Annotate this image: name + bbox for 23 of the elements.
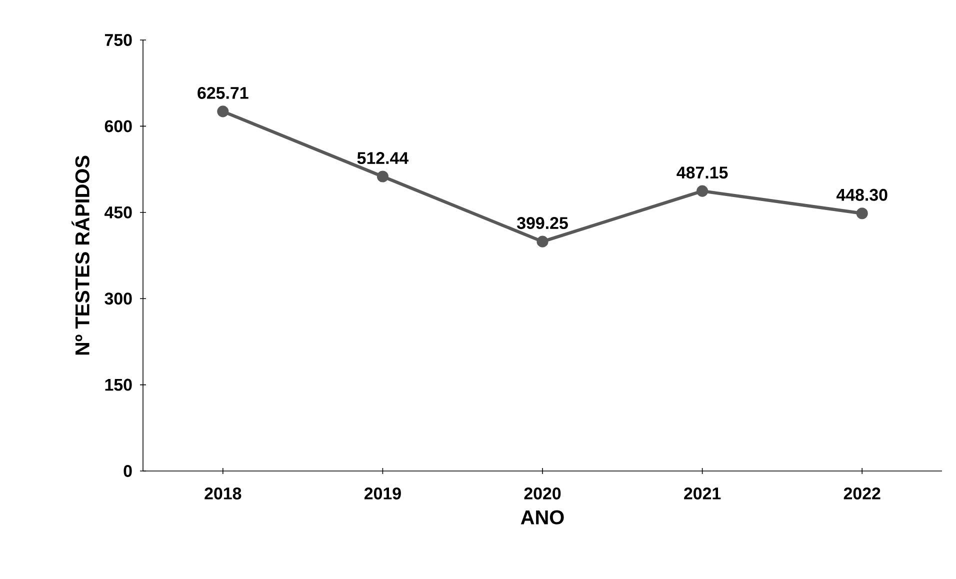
point bbox=[536, 236, 548, 248]
y-tick-label: 600 bbox=[104, 120, 132, 132]
text: 448.30 bbox=[836, 188, 888, 201]
x-tick-label: 2022 bbox=[844, 487, 880, 500]
x-tick-label: 2021 bbox=[684, 487, 721, 500]
text: 625.71 bbox=[198, 86, 248, 99]
y-axis-title: Nº TESTES RÁPIDOS bbox=[72, 156, 90, 355]
text: 399.25 bbox=[516, 217, 568, 230]
y-tick-label: 750 bbox=[104, 34, 132, 46]
point bbox=[696, 185, 708, 197]
text: 487.15 bbox=[676, 166, 728, 179]
y-tick-label: 0 bbox=[124, 465, 132, 477]
point bbox=[217, 106, 229, 118]
y-tick-label: 450 bbox=[104, 206, 132, 218]
x-tick-label: 2019 bbox=[364, 487, 401, 500]
x-tick-label: 2020 bbox=[524, 487, 561, 500]
y-tick-label: 300 bbox=[104, 292, 132, 305]
x-axis-title: ANO bbox=[520, 510, 564, 524]
point bbox=[856, 208, 868, 220]
text: 512.44 bbox=[357, 152, 409, 164]
y-tick-label: 150 bbox=[105, 378, 132, 391]
point bbox=[376, 170, 388, 182]
x-tick-label: 2018 bbox=[204, 487, 242, 500]
